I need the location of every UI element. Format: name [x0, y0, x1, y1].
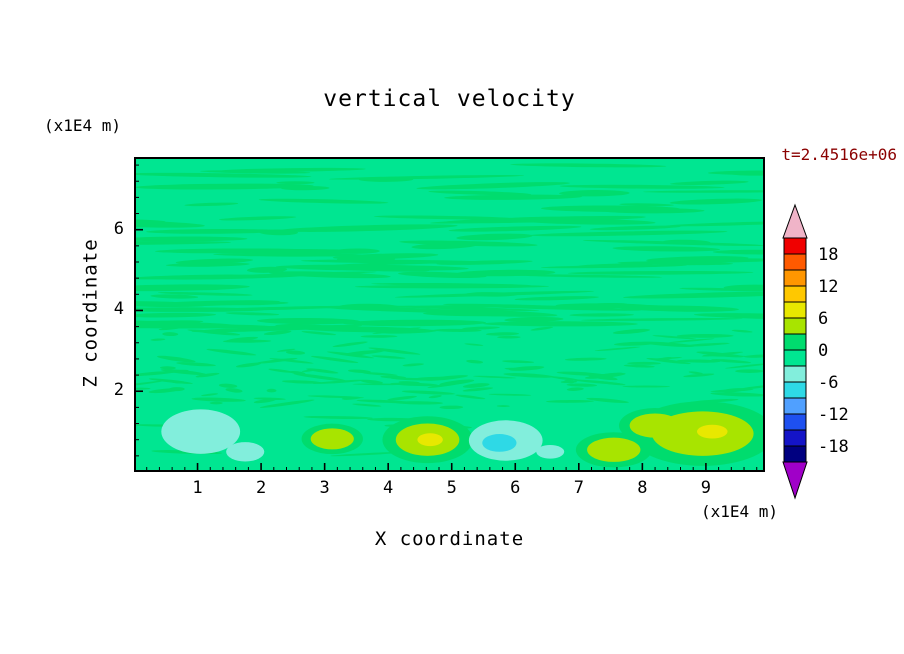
x-tick-label: 4: [383, 478, 394, 498]
y-tick-label: 2: [113, 380, 124, 401]
x-axis-units-label: (x1E4 m): [700, 502, 778, 521]
colorbar-tick-label: 12: [818, 277, 838, 297]
colorbar-tick-label: 0: [818, 341, 828, 361]
x-tick-label: 9: [700, 478, 712, 498]
y-tick-label: 4: [113, 299, 124, 320]
time-annotation: t=2.4516e+06: [781, 145, 897, 164]
colorbar: 18 12 6 0 -6 -12 -18: [782, 203, 849, 500]
x-tick-label: 2: [255, 478, 267, 498]
x-tick-label: 5: [446, 478, 457, 498]
colorbar-tick-label: 18: [818, 245, 838, 265]
x-tick-label: 1: [192, 478, 203, 498]
y-tick-label: 6: [113, 218, 124, 239]
y-axis-units-label: (x1E4 m): [44, 116, 122, 135]
colorbar-tick-label: -12: [818, 405, 849, 425]
plot-title: vertical velocity: [323, 86, 576, 112]
colorbar-tick-label: -18: [818, 437, 849, 457]
colorbar-tick-label: -6: [818, 373, 838, 393]
x-tick-label: 3: [319, 478, 330, 498]
x-tick-label: 6: [510, 478, 521, 498]
x-tick-label: 8: [637, 478, 648, 498]
colorbar-tick-label: 6: [818, 309, 828, 329]
x-tick-label: 7: [573, 478, 584, 498]
contour-field: [134, 157, 765, 472]
x-axis-title: X coordinate: [374, 528, 525, 550]
